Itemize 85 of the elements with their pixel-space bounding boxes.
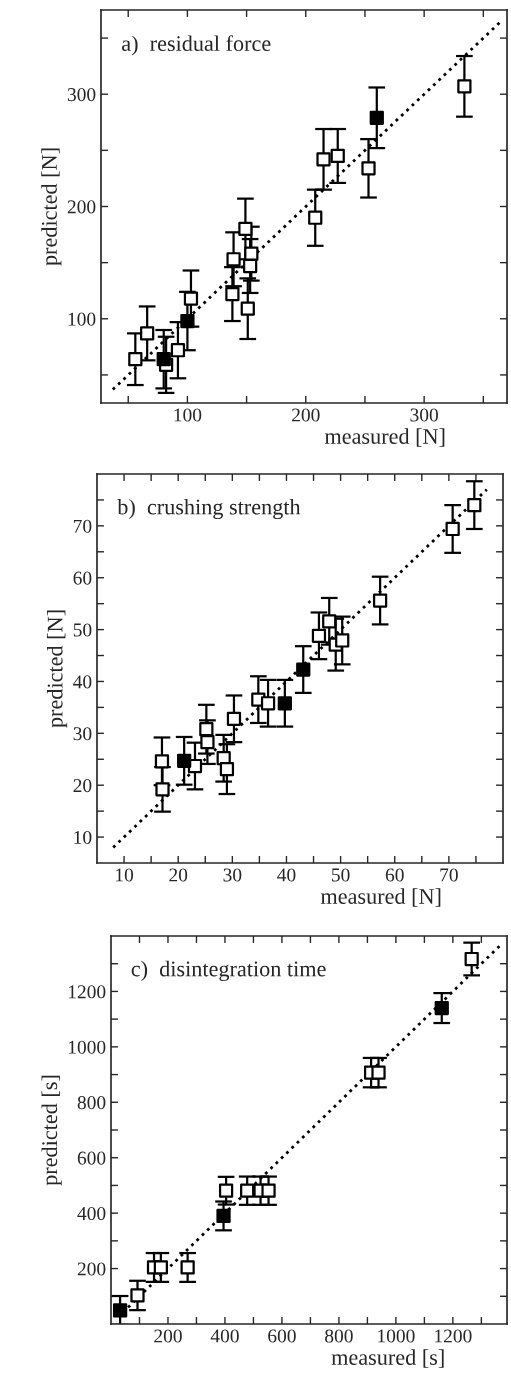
point	[219, 762, 235, 777]
point	[445, 521, 460, 537]
x-tick-label: 800	[325, 1329, 353, 1343]
point	[199, 722, 214, 737]
x-tick-label: 200	[154, 1329, 182, 1343]
point	[372, 593, 388, 608]
point	[260, 696, 276, 711]
x-tick-label: 10	[116, 868, 134, 882]
y-tick-label: 20	[73, 779, 92, 793]
x-tick-label: 20	[169, 868, 188, 882]
point	[225, 286, 240, 302]
annotation: a) residual force	[122, 35, 271, 56]
point	[128, 352, 143, 367]
x-tick-label: 40	[277, 868, 296, 882]
point	[322, 614, 337, 629]
point	[177, 753, 192, 768]
point	[296, 662, 311, 677]
y-tick-label: 60	[73, 571, 92, 585]
point	[261, 1183, 276, 1198]
y-tick-label: 50	[73, 623, 92, 637]
point	[130, 1288, 145, 1303]
x-tick-label: 200	[292, 408, 320, 422]
point	[335, 633, 350, 648]
point	[434, 1000, 449, 1016]
y-tick-label: 10	[74, 830, 92, 844]
point	[240, 1183, 255, 1198]
y-tick-label: 40	[73, 675, 92, 689]
point	[311, 628, 327, 643]
x-tick-label: 70	[440, 868, 458, 882]
point	[277, 696, 292, 711]
x-tick-label: 60	[385, 868, 404, 882]
y-tick-label: 1000	[68, 1040, 106, 1054]
x-tick-label: 1000	[378, 1329, 415, 1343]
y-tick-label: 70	[73, 519, 92, 533]
point	[170, 343, 186, 358]
point	[316, 152, 331, 167]
x-tick-label: 50	[332, 868, 350, 882]
point	[180, 1260, 195, 1275]
y-tick-label: 30	[73, 727, 92, 741]
point	[371, 1065, 386, 1080]
y-tick-label: 1200	[68, 985, 106, 999]
x-tick-label: 600	[268, 1329, 296, 1343]
y-axis-title: predicted [N]	[41, 148, 62, 266]
point	[112, 1303, 128, 1318]
y-tick-label: 200	[67, 200, 96, 214]
x-tick-label: 30	[223, 868, 242, 882]
x-axis-title: measured [s]	[331, 1349, 444, 1368]
point	[218, 1183, 234, 1198]
x-axis-title: measured [N]	[320, 888, 441, 907]
point	[330, 148, 345, 164]
x-axis-title: measured [N]	[324, 428, 445, 447]
x-tick-label: 400	[210, 1329, 239, 1343]
point	[238, 221, 253, 237]
y-tick-label: 200	[77, 1262, 106, 1276]
point	[243, 258, 258, 274]
point	[183, 291, 199, 306]
point	[226, 711, 242, 726]
point	[226, 252, 241, 267]
point	[467, 498, 482, 513]
y-tick-label: 400	[77, 1206, 106, 1221]
y-axis-title: predicted [N]	[46, 610, 68, 728]
y-tick-label: 300	[67, 88, 96, 102]
point	[200, 735, 215, 750]
point	[180, 313, 195, 329]
point	[155, 782, 170, 797]
point	[361, 161, 376, 176]
annotation: c) disintegration time	[131, 960, 326, 982]
point	[457, 79, 472, 94]
y-tick-label: 100	[68, 312, 96, 326]
x-tick-label: 1200	[435, 1329, 472, 1343]
point	[216, 1208, 231, 1224]
point	[154, 754, 170, 769]
y-axis-title: predicted [s]	[41, 1075, 62, 1186]
y-tick-label: 800	[77, 1096, 106, 1110]
y-tick-label: 600	[77, 1151, 106, 1165]
annotation: b) crushing strength	[117, 498, 301, 520]
point	[369, 110, 384, 125]
point	[308, 210, 323, 225]
point	[156, 352, 171, 367]
point	[240, 301, 255, 316]
x-tick-label: 100	[174, 408, 202, 422]
point	[140, 326, 155, 341]
point	[464, 951, 479, 967]
point	[153, 1260, 168, 1275]
x-tick-label: 300	[410, 408, 438, 422]
